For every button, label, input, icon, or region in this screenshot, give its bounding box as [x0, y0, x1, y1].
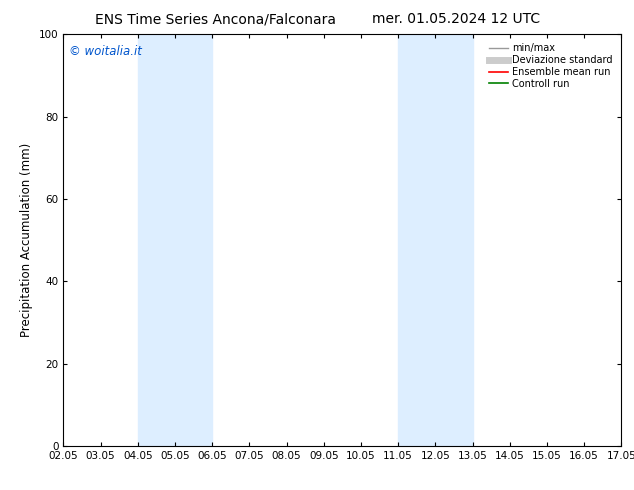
Legend: min/max, Deviazione standard, Ensemble mean run, Controll run: min/max, Deviazione standard, Ensemble m… [485, 39, 616, 93]
Bar [398, 34, 472, 446]
Text: © woitalia.it: © woitalia.it [69, 45, 142, 58]
Y-axis label: Precipitation Accumulation (mm): Precipitation Accumulation (mm) [20, 143, 34, 337]
Bar [138, 34, 212, 446]
Text: mer. 01.05.2024 12 UTC: mer. 01.05.2024 12 UTC [372, 12, 541, 26]
Text: ENS Time Series Ancona/Falconara: ENS Time Series Ancona/Falconara [95, 12, 336, 26]
